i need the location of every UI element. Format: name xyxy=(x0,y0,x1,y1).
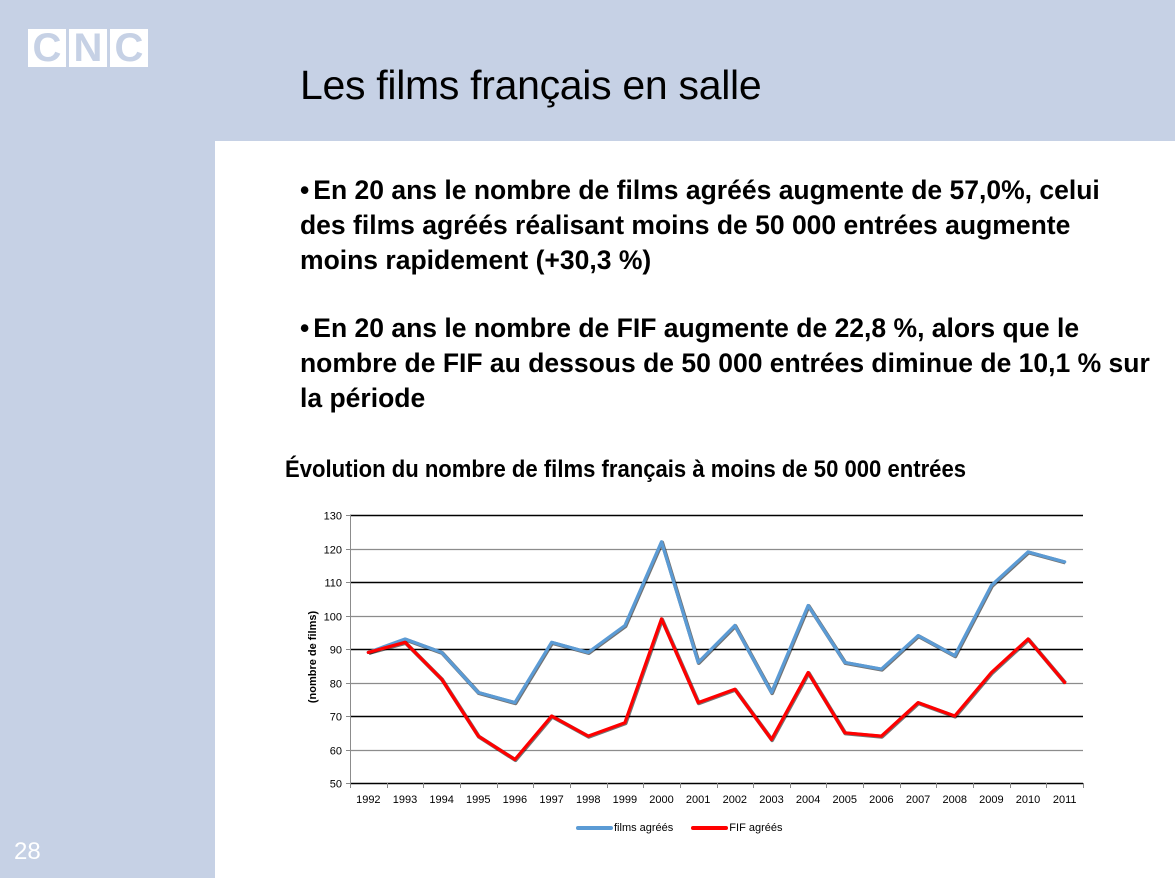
y-tick-label: 60 xyxy=(330,746,342,758)
y-tick-label: 120 xyxy=(324,545,342,557)
bullet-text: En 20 ans le nombre de FIF augmente de 2… xyxy=(300,313,1150,413)
y-tick-label: 100 xyxy=(324,612,342,624)
bullet-dot: • xyxy=(300,313,310,343)
x-tick-label: 1996 xyxy=(503,794,527,806)
bullet-dot: • xyxy=(300,175,310,205)
slide-title: Les films français en salle xyxy=(300,62,762,108)
x-tick-label: 1999 xyxy=(613,794,637,806)
y-axis-ticks: 50 60 70 80 90 100 110 120 130 xyxy=(324,511,350,791)
x-tick-label: 2009 xyxy=(979,794,1003,806)
page-number: 28 xyxy=(14,838,41,865)
chart-legend: films agréés FIF agréés xyxy=(576,822,800,834)
legend-swatch-red xyxy=(691,826,729,830)
legend-item-films-agrees: films agréés xyxy=(576,822,673,834)
y-tick-label: 70 xyxy=(330,712,342,724)
x-tick-label: 2011 xyxy=(1053,794,1077,806)
x-axis: 1992 1993 1994 1995 1996 1997 1998 1999 2000 2001… xyxy=(350,783,1084,806)
y-tick-label: 110 xyxy=(324,578,342,590)
x-tick-label: 1997 xyxy=(539,794,563,806)
x-tick-label: 2007 xyxy=(906,794,930,806)
chart-series xyxy=(366,540,1067,763)
x-tick-label: 2004 xyxy=(796,794,820,806)
bullet-text: En 20 ans le nombre de films agréés augm… xyxy=(300,175,1100,275)
chart-title: Évolution du nombre de films français à … xyxy=(285,456,967,483)
y-tick-label: 90 xyxy=(330,645,342,657)
legend-item-fif-agrees: FIF agréés xyxy=(691,822,782,834)
series-line-1 xyxy=(366,617,1067,762)
legend-label: films agréés xyxy=(614,822,674,834)
logo-letter-c2: C xyxy=(110,29,148,67)
bullet-list: • En 20 ans le nombre de films agréés aug… xyxy=(300,173,1150,449)
series-line-0 xyxy=(366,540,1067,705)
x-tick-label: 2006 xyxy=(869,794,893,806)
legend-swatch-blue xyxy=(576,826,613,830)
x-tick-label: 1994 xyxy=(429,794,453,806)
x-tick-label: 1995 xyxy=(466,794,490,806)
x-tick-label: 2010 xyxy=(1016,794,1040,806)
x-tick-label: 1993 xyxy=(393,794,417,806)
cnc-logo: C N C xyxy=(28,29,148,67)
logo-letter-n: N xyxy=(69,29,107,67)
y-tick-label: 130 xyxy=(324,511,342,523)
x-tick-label: 2003 xyxy=(759,794,783,806)
bullet-item: • En 20 ans le nombre de films agréés aug… xyxy=(300,173,1150,278)
logo-letter-c1: C xyxy=(28,29,66,67)
x-tick-label: 2005 xyxy=(833,794,857,806)
x-tick-label: 2000 xyxy=(649,794,673,806)
sidebar-band xyxy=(0,0,215,878)
y-tick-label: 80 xyxy=(330,679,342,691)
chart-gridlines xyxy=(350,514,1083,785)
x-tick-label: 1992 xyxy=(356,794,380,806)
y-tick-label: 50 xyxy=(330,779,342,791)
y-axis-label: (nombre de films) xyxy=(307,610,319,704)
legend-label: FIF agréés xyxy=(729,822,783,834)
x-tick-label: 2008 xyxy=(942,794,966,806)
x-tick-label: 1998 xyxy=(576,794,600,806)
x-tick-label: 2002 xyxy=(723,794,747,806)
bullet-item: • En 20 ans le nombre de FIF augmente de … xyxy=(300,311,1150,416)
x-tick-label: 2001 xyxy=(686,794,710,806)
